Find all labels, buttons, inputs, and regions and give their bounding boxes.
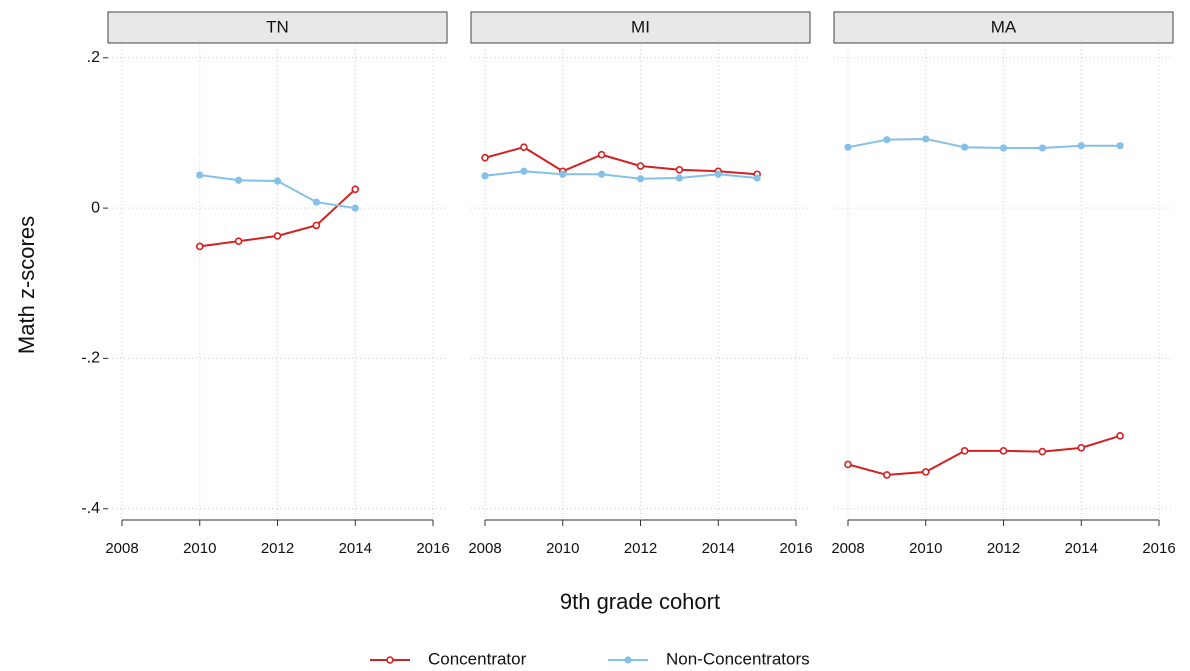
data-point	[999, 144, 1008, 152]
facet-strip	[107, 11, 448, 44]
data-point	[273, 232, 282, 240]
data-point	[235, 176, 243, 184]
x-tick-label: 2016	[779, 540, 812, 557]
data-point	[597, 150, 606, 159]
data-point	[883, 471, 891, 479]
data-point	[351, 185, 360, 194]
data-point	[1038, 144, 1046, 152]
data-point	[1038, 447, 1047, 456]
data-point	[312, 221, 321, 230]
facet-strip	[470, 11, 811, 44]
series-line	[847, 137, 1121, 149]
data-point	[883, 136, 891, 144]
facet-title: MA	[991, 17, 1017, 36]
data-point	[481, 153, 489, 162]
data-point	[481, 172, 489, 180]
x-tick-label: 2014	[339, 540, 372, 557]
data-point	[234, 237, 243, 245]
x-tick-label: 2014	[1065, 540, 1098, 557]
x-tick-label: 2008	[831, 540, 864, 557]
legend-label: Concentrator	[428, 649, 527, 668]
data-point	[312, 198, 320, 206]
data-point	[351, 204, 359, 212]
data-point	[921, 468, 930, 476]
x-tick-label: 2010	[909, 540, 942, 557]
data-point	[559, 170, 567, 178]
y-tick-label: -.2	[81, 350, 100, 367]
x-axis-label: 9th grade cohort	[560, 589, 720, 614]
x-tick-label: 2016	[1142, 540, 1175, 557]
x-tick-label: 2012	[261, 540, 294, 557]
series-line	[484, 146, 758, 176]
facet-title: MI	[631, 17, 650, 36]
x-tick-label: 2014	[702, 540, 735, 557]
data-point	[196, 171, 204, 179]
data-point	[675, 174, 683, 182]
y-axis-label: Math z-scores	[14, 216, 39, 354]
y-tick-label: -.4	[81, 500, 100, 517]
legend-marker	[386, 656, 394, 664]
data-point	[636, 175, 645, 183]
facet-strip	[833, 11, 1174, 44]
legend-marker	[624, 656, 632, 664]
x-tick-label: 2010	[546, 540, 579, 557]
data-point	[636, 162, 645, 170]
x-tick-label: 2012	[624, 540, 657, 557]
data-point	[675, 165, 684, 174]
data-point	[1077, 444, 1086, 452]
data-point	[1077, 142, 1085, 150]
x-tick-label: 2012	[987, 540, 1020, 557]
data-point	[598, 170, 606, 178]
x-tick-label: 2016	[416, 540, 449, 557]
legend-label: Non-Concentrators	[666, 649, 810, 668]
data-point	[922, 135, 930, 143]
x-tick-label: 2008	[105, 540, 138, 557]
y-tick-label: 0	[91, 199, 100, 216]
data-point	[961, 143, 969, 151]
data-point	[273, 177, 282, 185]
series-line	[847, 434, 1121, 476]
data-point	[520, 143, 528, 152]
data-point	[520, 167, 528, 175]
data-point	[1116, 142, 1124, 150]
data-point	[844, 460, 852, 469]
data-point	[999, 447, 1008, 455]
facet-title: TN	[266, 17, 289, 36]
data-point	[753, 174, 761, 182]
data-point	[195, 242, 204, 251]
data-point	[1116, 432, 1124, 440]
series-line	[484, 170, 758, 180]
x-tick-label: 2010	[183, 540, 216, 557]
data-point	[844, 143, 852, 151]
x-tick-label: 2008	[468, 540, 501, 557]
data-point	[714, 170, 722, 178]
y-tick-label: .2	[87, 49, 100, 66]
data-point	[960, 447, 969, 455]
